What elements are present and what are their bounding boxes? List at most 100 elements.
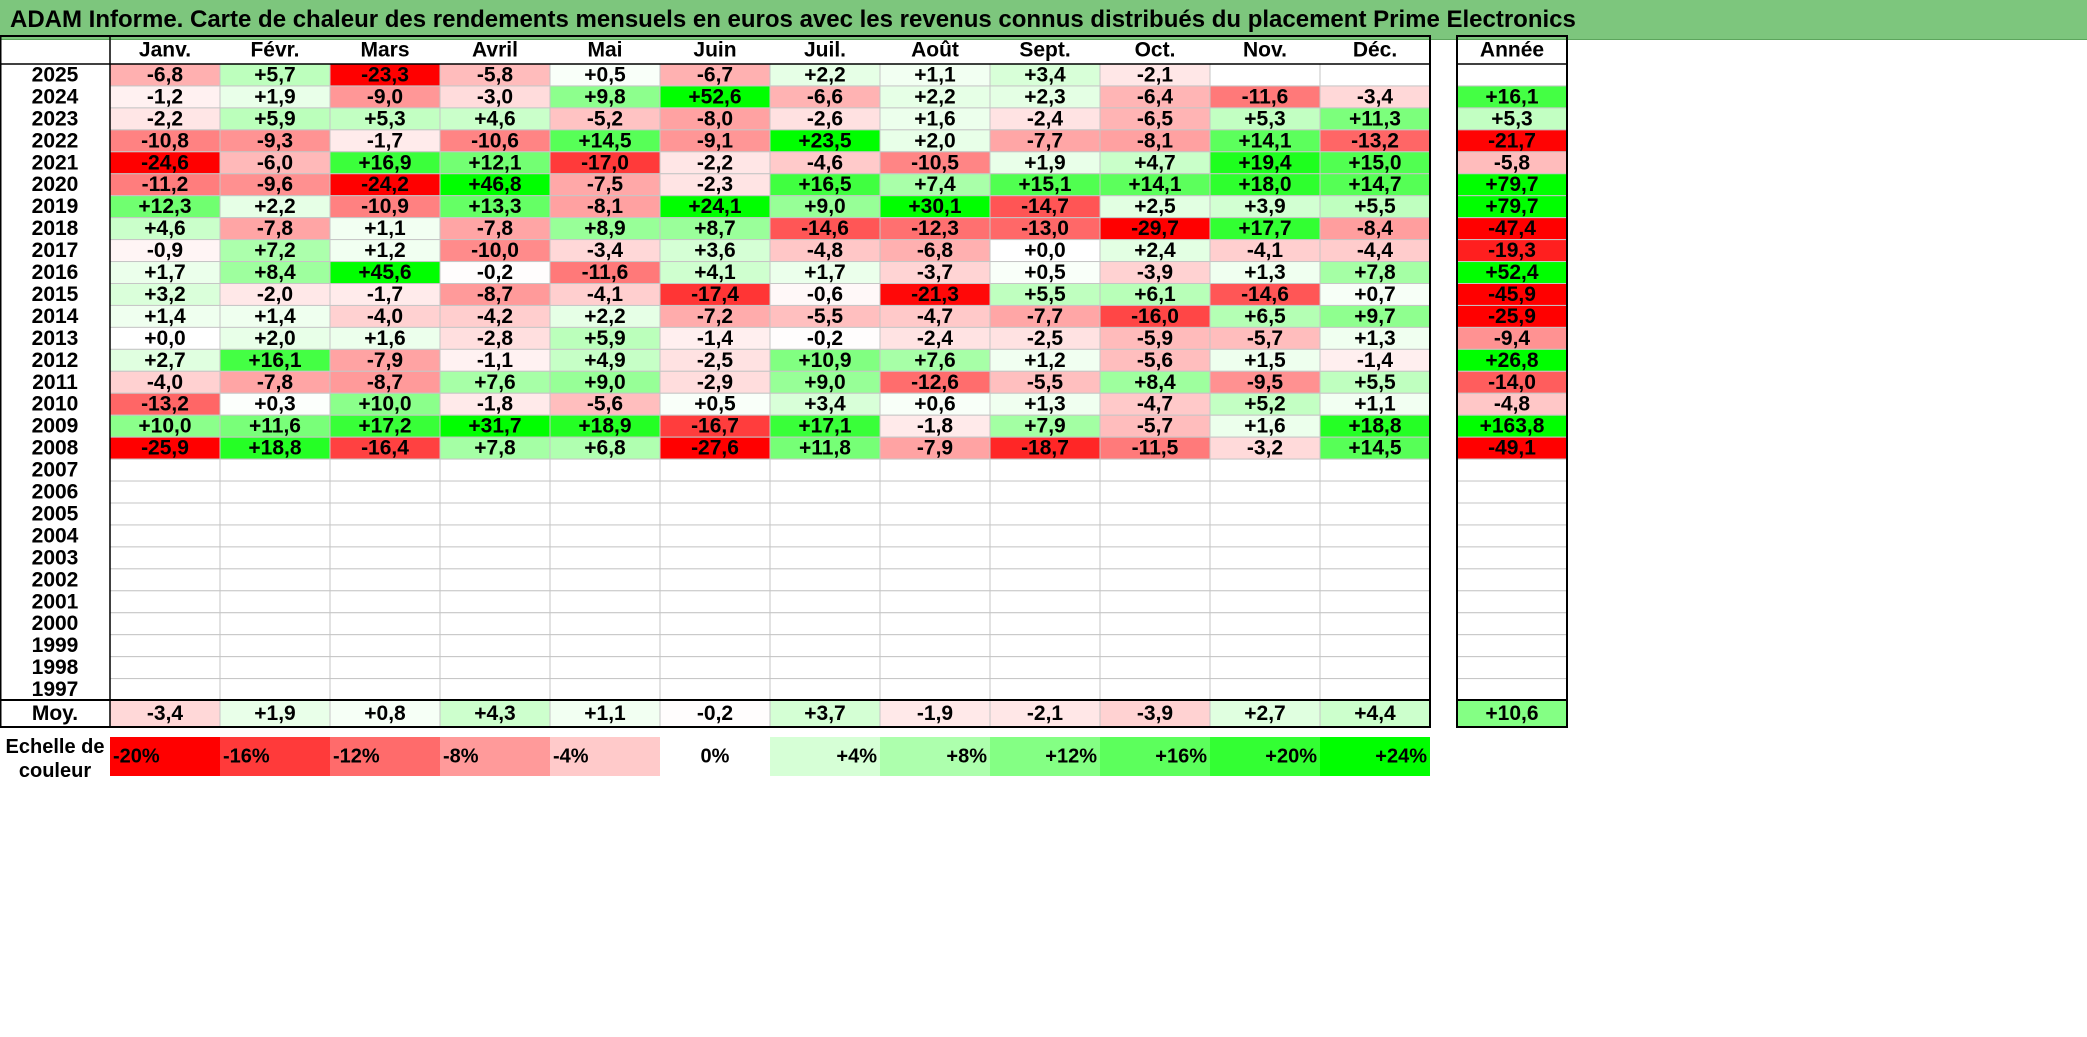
annual-value: -25,9 (1488, 305, 1536, 328)
annual-value: +79,7 (1485, 173, 1538, 196)
cell-value: +15,0 (1348, 151, 1401, 174)
row-year-label: 1998 (32, 656, 79, 679)
cell-value: +5,5 (1354, 195, 1396, 218)
heatmap-cell (769, 524, 881, 548)
cell-value: +13,3 (468, 195, 521, 218)
chart-title: ADAM Informe. Carte de chaleur des rende… (0, 0, 2087, 40)
cell-value: -4,0 (367, 305, 403, 328)
heatmap-cell (1099, 656, 1211, 680)
scale-swatch (1100, 737, 1210, 776)
cell-value: +24,1 (688, 195, 741, 218)
heatmap-cell (989, 568, 1101, 592)
cell-value: -4,8 (807, 239, 844, 262)
cell-value: -5,5 (1027, 371, 1064, 394)
annual-cell (1456, 63, 1568, 87)
heatmap-cell (219, 524, 331, 548)
heatmap-cell (769, 568, 881, 592)
heatmap-cell (659, 458, 771, 482)
cell-value: +0,5 (584, 63, 626, 86)
cell-value: -1,4 (1357, 349, 1394, 372)
cell-value: +14,7 (1348, 173, 1401, 196)
scale-label: Echelle de (6, 736, 105, 758)
heatmap-cell (1319, 678, 1431, 702)
heatmap-cell (879, 458, 991, 482)
cell-value: -4,1 (587, 283, 624, 306)
heatmap-cell (549, 612, 661, 636)
annual-value: +52,4 (1485, 261, 1538, 284)
average-value: +0,8 (364, 702, 406, 725)
annual-cell (1456, 590, 1568, 614)
row-year-label: 2019 (32, 195, 79, 218)
cell-value: -2,0 (257, 283, 293, 306)
row-year-label: 2022 (32, 129, 79, 152)
cell-value: +23,5 (798, 129, 851, 152)
row-year-label: 2020 (32, 173, 79, 196)
heatmap-cell (329, 590, 441, 614)
row-year-label: 2004 (32, 524, 79, 547)
heatmap-cell (1099, 568, 1211, 592)
cell-value: -0,2 (807, 327, 843, 350)
cell-value: -8,4 (1357, 217, 1394, 240)
heatmap-cell (989, 678, 1101, 702)
cell-value: +10,0 (358, 393, 411, 416)
row-year-label: 2018 (32, 217, 79, 240)
cell-value: +11,8 (799, 437, 851, 460)
heatmap-cell (1209, 524, 1321, 548)
cell-value: +18,8 (248, 437, 301, 460)
heatmap-cell (329, 546, 441, 570)
heatmap-cell (1209, 656, 1321, 680)
cell-value: -8,1 (587, 195, 624, 218)
cell-value: +8,4 (254, 261, 296, 284)
scale-swatch (770, 737, 880, 776)
cell-value: +18,9 (578, 415, 631, 438)
cell-value: -0,2 (477, 261, 513, 284)
cell-value: +9,0 (804, 371, 845, 394)
cell-value: +9,7 (1354, 305, 1395, 328)
scale-label: couleur (19, 760, 91, 782)
row-year-label: 2017 (32, 239, 79, 262)
month-header: Août (911, 39, 959, 62)
cell-value: +6,1 (1134, 283, 1176, 306)
heatmap-cell (659, 546, 771, 570)
cell-value: -10,0 (471, 239, 519, 262)
cell-value: -17,0 (581, 151, 629, 174)
row-year-label: 2021 (32, 151, 79, 174)
heatmap-cell (989, 458, 1101, 482)
row-year-label: 2011 (32, 371, 78, 394)
cell-value: +7,9 (1024, 415, 1065, 438)
heatmap-cell (439, 502, 551, 526)
heatmap-cell (109, 502, 221, 526)
heatmap-cell (439, 568, 551, 592)
average-value: -0,2 (697, 702, 733, 725)
scale-stop-label: +12% (1045, 746, 1097, 768)
cell-value: +7,4 (914, 173, 956, 196)
heatmap-cell (769, 458, 881, 482)
heatmap-cell (1319, 568, 1431, 592)
annual-frame (1456, 35, 1568, 728)
heatmap-cell (879, 590, 991, 614)
cell-value: -18,7 (1021, 437, 1069, 460)
cell-value: +8,4 (1134, 371, 1176, 394)
cell-value: +2,5 (1134, 195, 1176, 218)
cell-value: +6,8 (584, 437, 626, 460)
heatmap-cell (109, 524, 221, 548)
heatmap-cell (439, 590, 551, 614)
row-year-label: 1999 (32, 634, 79, 657)
cell-value: -21,3 (911, 283, 959, 306)
heatmap-cell (549, 524, 661, 548)
row-year-label: 2014 (32, 305, 79, 328)
heatmap-cell (329, 634, 441, 658)
cell-value: +5,3 (364, 107, 405, 130)
average-value: +2,7 (1244, 702, 1285, 725)
row-year-label: 2003 (32, 546, 79, 569)
heatmap-cell (329, 458, 441, 482)
month-header: Janv. (139, 39, 191, 62)
cell-value: -7,7 (1027, 129, 1063, 152)
cell-value: +2,3 (1024, 85, 1065, 108)
heatmap-cell (659, 524, 771, 548)
cell-value: +2,4 (1134, 239, 1176, 262)
scale-swatch (550, 737, 660, 776)
month-header: Déc. (1353, 39, 1397, 62)
cell-value: -1,8 (477, 393, 514, 416)
annual-value: -45,9 (1488, 283, 1536, 306)
